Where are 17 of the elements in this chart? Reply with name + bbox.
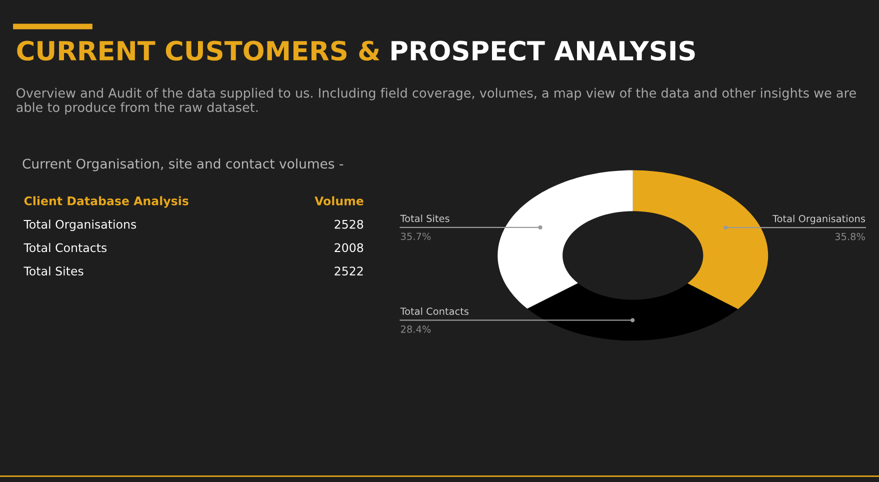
text: Current Organisation, site and contact volumes - [22,158,344,172]
text: Overview and Audit of the data supplied to us. Including field coverage, volumes, a map view of the data and other insights we are able to produce from the raw dataset. [16,88,856,115]
slice-label: Total Organisations [772,214,866,224]
slice-label: Total Contacts [400,307,468,315]
text: Client Database Analysis [24,196,188,208]
text: Total Sites [24,266,84,276]
text: CURRENT CUSTOMERS & PROSPECT ANALYSIS [17,40,695,61]
data-label: 28.4% [400,325,431,333]
slice-label: Total Sites [400,214,450,222]
text: Volume [314,196,364,206]
text: 2522 [334,266,363,276]
text: 2008 [334,243,364,252]
data-label: 35.8% [835,232,865,240]
data-label: 35.7% [401,232,431,240]
text: Total Organisations [24,220,136,232]
text: Total Contacts [24,243,107,252]
text: 2528 [334,220,364,229]
